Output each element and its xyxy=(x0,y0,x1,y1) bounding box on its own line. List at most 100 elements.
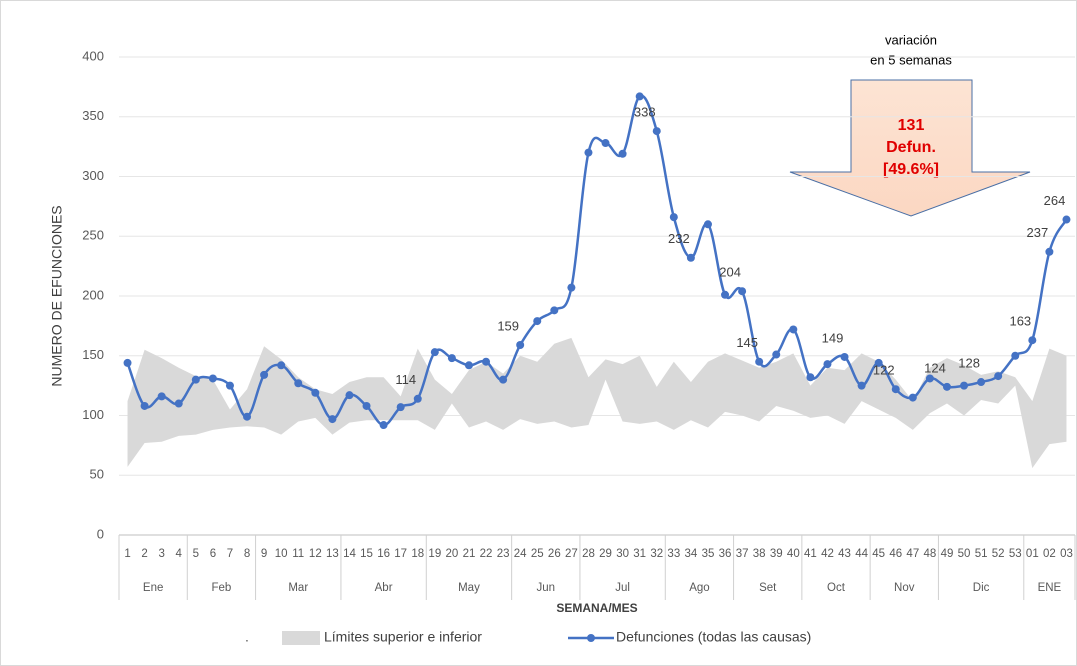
x-tick-label: 23 xyxy=(497,548,510,560)
x-tick-label: 39 xyxy=(770,548,783,560)
data-point xyxy=(1028,336,1037,345)
x-tick-label: 28 xyxy=(582,548,595,560)
data-point xyxy=(413,394,422,403)
annotation-heading: variación xyxy=(885,32,937,47)
y-axis-title: NUMERO DE EFUNCIONES xyxy=(49,205,65,386)
x-tick-label: 29 xyxy=(599,548,612,560)
data-label: 159 xyxy=(497,318,519,333)
x-tick-label: 15 xyxy=(360,548,373,560)
data-point xyxy=(960,381,969,390)
data-point xyxy=(669,213,678,222)
x-tick-label: 35 xyxy=(702,548,715,560)
data-point xyxy=(618,149,627,158)
data-point xyxy=(789,325,798,334)
x-tick-label: 3 xyxy=(158,548,164,560)
data-point xyxy=(755,357,764,366)
x-tick-label: 1 xyxy=(124,548,130,560)
data-label: 232 xyxy=(668,231,690,246)
data-point xyxy=(823,360,832,369)
month-label: Jun xyxy=(537,582,556,594)
x-tick-label: 27 xyxy=(565,548,578,560)
data-point xyxy=(379,421,388,430)
data-point xyxy=(857,381,866,390)
x-tick-label: 49 xyxy=(941,548,954,560)
data-point xyxy=(840,352,849,361)
x-tick-label: 42 xyxy=(821,548,834,560)
x-tick-label: 34 xyxy=(684,548,697,560)
x-tick-label: 25 xyxy=(531,548,544,560)
annotation: variación en 5 semanas 131 Defun. [49.6%… xyxy=(789,32,1031,217)
data-label: 128 xyxy=(958,355,980,370)
data-point xyxy=(123,358,132,367)
x-tick-label: 17 xyxy=(394,548,407,560)
y-tick-label: 0 xyxy=(97,526,104,541)
x-tick-label: 4 xyxy=(176,548,183,560)
month-label: Jul xyxy=(615,582,630,594)
data-point xyxy=(430,348,439,357)
y-tick-label: 350 xyxy=(82,108,104,123)
x-tick-label: 31 xyxy=(633,548,646,560)
x-tick-label: 8 xyxy=(244,548,250,560)
data-label: 114 xyxy=(395,372,416,387)
data-point xyxy=(738,287,747,296)
legend-swatch xyxy=(587,634,595,642)
x-tick-label: 2 xyxy=(141,548,147,560)
limits-band xyxy=(127,337,1067,469)
x-tick-label: 11 xyxy=(292,548,304,560)
x-tick-label: 6 xyxy=(210,548,216,560)
x-tick-label: 10 xyxy=(275,548,288,560)
month-label: Ene xyxy=(143,582,163,594)
legend-prefix: . xyxy=(245,629,249,645)
data-label: 204 xyxy=(719,265,741,280)
down-arrow xyxy=(789,79,1031,217)
data-point xyxy=(891,385,900,394)
legend-label: Límites superior e inferior xyxy=(324,629,482,645)
x-tick-label: 16 xyxy=(377,548,390,560)
x-tick-label: 33 xyxy=(667,548,680,560)
x-tick-label: 02 xyxy=(1043,548,1056,560)
data-point xyxy=(942,382,951,391)
x-tick-label: 45 xyxy=(872,548,885,560)
data-point xyxy=(601,139,610,148)
x-tick-label: 22 xyxy=(480,548,493,560)
data-point xyxy=(516,340,525,349)
data-point xyxy=(567,283,576,292)
x-tick-label: 38 xyxy=(753,548,766,560)
data-point xyxy=(584,148,593,157)
data-point xyxy=(311,388,320,397)
data-point xyxy=(721,290,730,299)
x-tick-label: 18 xyxy=(411,548,424,560)
data-point xyxy=(174,399,183,408)
data-point xyxy=(345,391,354,400)
x-tick-label: 12 xyxy=(309,548,322,560)
data-point xyxy=(277,361,286,370)
data-point xyxy=(533,317,542,326)
data-label: 122 xyxy=(873,363,895,378)
x-tick-label: 47 xyxy=(906,548,919,560)
annotation-heading: en 5 semanas xyxy=(870,52,952,67)
y-tick-label: 200 xyxy=(82,287,104,302)
y-tick-label: 100 xyxy=(82,407,104,422)
x-tick-label: 41 xyxy=(804,548,817,560)
data-point xyxy=(550,306,559,315)
x-tick-label: 20 xyxy=(445,548,458,560)
x-tick-label: 03 xyxy=(1060,548,1073,560)
x-tick-label: 7 xyxy=(227,548,233,560)
data-point xyxy=(157,392,166,401)
data-point xyxy=(908,393,917,402)
data-point xyxy=(225,381,234,390)
x-tick-label: 37 xyxy=(736,548,749,560)
y-tick-label: 250 xyxy=(82,228,104,243)
month-label: Feb xyxy=(212,582,232,594)
x-tick-label: 5 xyxy=(193,548,199,560)
data-point xyxy=(977,378,986,387)
data-point xyxy=(191,375,200,384)
x-tick-label: 32 xyxy=(650,548,663,560)
data-point xyxy=(243,412,252,421)
month-label: Nov xyxy=(894,582,915,594)
data-point xyxy=(806,373,815,382)
month-label: ENE xyxy=(1038,582,1062,594)
data-point xyxy=(925,374,934,383)
x-tick-label: 40 xyxy=(787,548,800,560)
